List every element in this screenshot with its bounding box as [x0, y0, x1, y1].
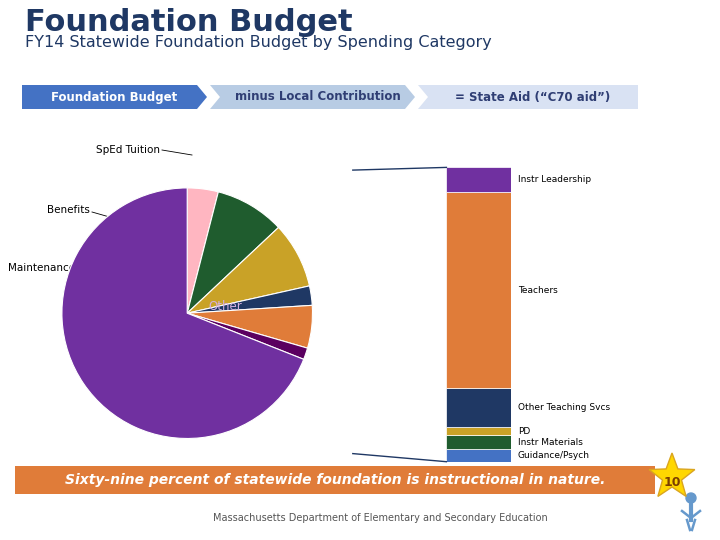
Text: PD: PD [518, 427, 530, 436]
Text: Benefits: Benefits [47, 205, 90, 215]
Text: Guidance/Psych: Guidance/Psych [518, 451, 590, 460]
Text: FY14 Statewide Foundation Budget by Spending Category: FY14 Statewide Foundation Budget by Spen… [25, 35, 492, 50]
Bar [446, 388, 511, 427]
Wedge shape [187, 227, 310, 313]
Bar [446, 435, 511, 449]
Text: Foundation Budget: Foundation Budget [51, 91, 178, 104]
Text: minus Local Contribution: minus Local Contribution [235, 91, 400, 104]
Polygon shape [418, 85, 638, 109]
Bar [446, 167, 511, 192]
Text: SpEd Tuition: SpEd Tuition [96, 145, 160, 155]
Bar [15, 466, 655, 494]
Wedge shape [187, 286, 312, 313]
Text: Maintenance: Maintenance [8, 263, 75, 273]
Text: = State Aid (“C70 aid”): = State Aid (“C70 aid”) [455, 91, 611, 104]
Text: Teachers: Teachers [518, 286, 557, 294]
Polygon shape [22, 85, 207, 109]
Bar [446, 427, 511, 435]
Text: Pupil Svcs: Pupil Svcs [77, 339, 130, 349]
Polygon shape [649, 453, 695, 496]
Text: Admin: Admin [179, 382, 212, 392]
Wedge shape [187, 192, 279, 313]
Polygon shape [210, 85, 415, 109]
Text: Other Teaching Svcs: Other Teaching Svcs [518, 403, 610, 412]
Text: Instr Leadership: Instr Leadership [518, 175, 591, 184]
Text: Sixty-nine percent of statewide foundation is instructional in nature.: Sixty-nine percent of statewide foundati… [65, 473, 606, 487]
Bar [446, 192, 511, 388]
Text: Foundation Budget: Foundation Budget [25, 8, 353, 37]
Wedge shape [187, 188, 218, 313]
Text: Massachusetts Department of Elementary and Secondary Education: Massachusetts Department of Elementary a… [212, 513, 547, 523]
Wedge shape [187, 305, 312, 348]
Wedge shape [187, 313, 307, 359]
Text: 10: 10 [663, 476, 680, 489]
Bar [446, 449, 511, 462]
Circle shape [686, 493, 696, 503]
Wedge shape [62, 188, 304, 438]
Text: Instr Materials: Instr Materials [518, 437, 582, 447]
Text: Other: Other [208, 300, 242, 313]
